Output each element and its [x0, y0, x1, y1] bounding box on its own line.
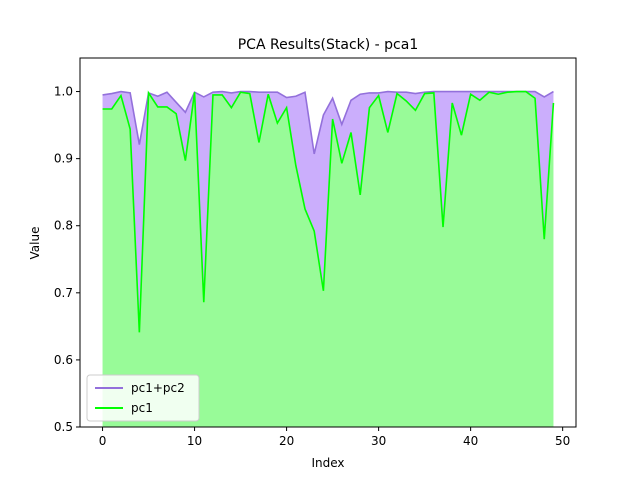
area-pc1	[102, 91, 554, 428]
line-pc1-pc2	[102, 90, 554, 155]
axes-frame	[79, 57, 577, 428]
x-tick-label: 10	[187, 434, 202, 448]
line-pc1	[102, 90, 555, 333]
y-tick-label: 0.6	[54, 353, 73, 367]
y-tick-label: 0.8	[54, 219, 73, 233]
area-pc1-pc2	[102, 91, 554, 333]
x-tick-label: 50	[555, 434, 570, 448]
x-tick-label: 0	[99, 434, 107, 448]
axes: 0 10 20 30 40 50 0.5 0.6 0.7 0.8 0.9 1.0	[54, 57, 577, 448]
x-tick-label: 40	[463, 434, 478, 448]
y-tick-label: 1.0	[54, 85, 73, 99]
x-tick-label: 30	[371, 434, 386, 448]
legend-box	[86, 374, 200, 422]
legend: pc1+pc2 pc1	[86, 374, 200, 422]
y-tick-label: 0.5	[54, 420, 73, 434]
x-axis-label: Index	[311, 456, 344, 470]
y-axis-label: Value	[28, 227, 42, 260]
x-tick-label: 20	[279, 434, 294, 448]
legend-label: pc1	[131, 401, 153, 415]
chart-title: PCA Results(Stack) - pca1	[238, 37, 419, 53]
plot-area	[102, 90, 555, 428]
y-tick-label: 0.9	[54, 152, 73, 166]
legend-label: pc1+pc2	[131, 381, 185, 395]
y-tick-label: 0.7	[54, 286, 73, 300]
